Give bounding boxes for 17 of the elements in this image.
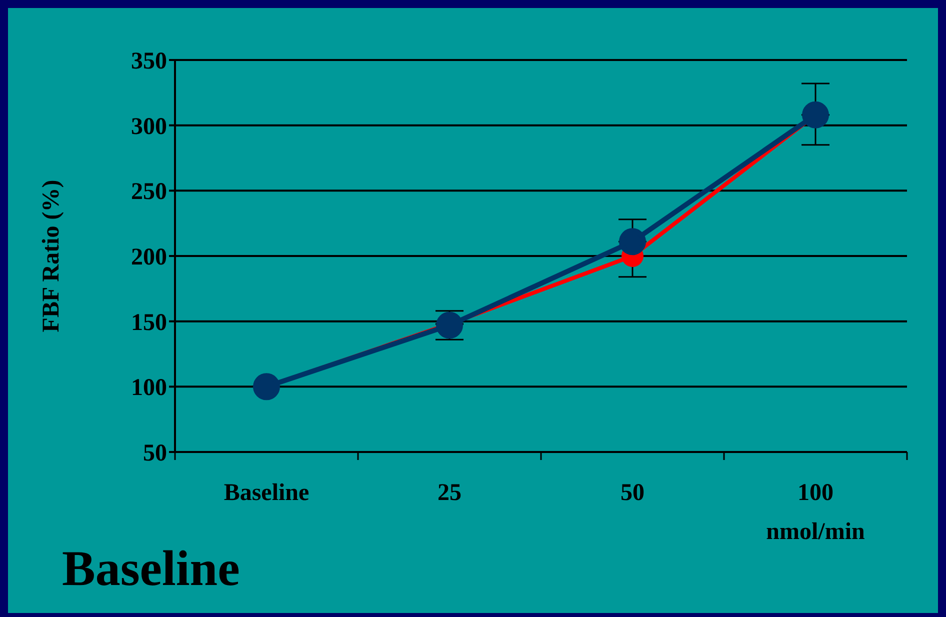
point <box>253 373 280 400</box>
y-axis-title: FBF Ratio (%) <box>38 180 65 332</box>
x-axis-title: nmol/min <box>766 519 865 545</box>
y-tick-label: 50 <box>143 440 167 467</box>
y-tick-label: 350 <box>131 48 167 75</box>
y-tick-label: 150 <box>131 310 167 336</box>
point <box>619 228 646 256</box>
y-tick-label: 200 <box>131 244 167 271</box>
x-tick-label: 50 <box>620 480 644 506</box>
y-tick-label: 100 <box>131 375 167 402</box>
y-tick-label: 250 <box>131 179 167 206</box>
point <box>802 101 829 128</box>
text: Baseline <box>62 539 240 598</box>
x-tick-label: Baseline <box>224 480 310 506</box>
y-tick-label: 300 <box>131 114 167 140</box>
x-tick-label: 100 <box>798 480 834 506</box>
x-tick-label: 25 <box>438 480 462 506</box>
